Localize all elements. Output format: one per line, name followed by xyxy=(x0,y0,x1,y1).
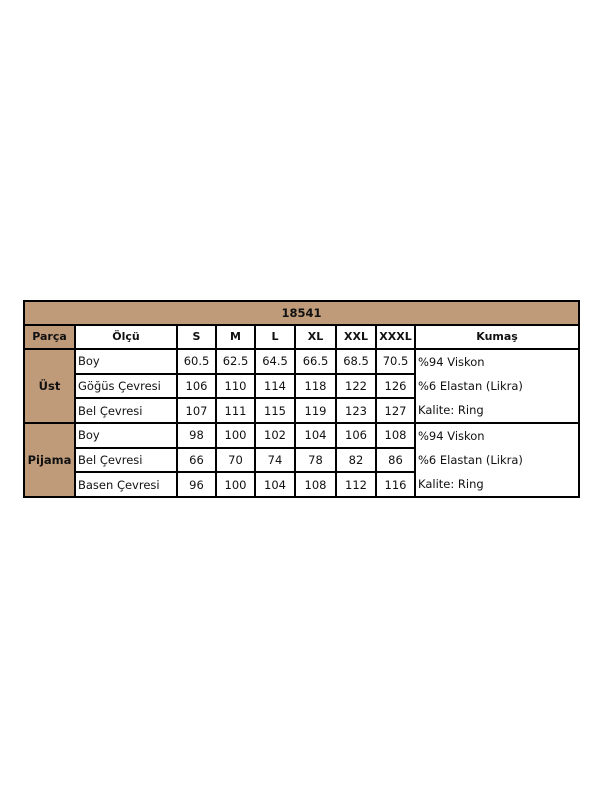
size-value: 96 xyxy=(176,471,217,498)
size-value: 66.5 xyxy=(294,348,337,375)
size-value: 104 xyxy=(294,422,337,449)
measure-label: Göğüs Çevresi xyxy=(74,372,178,400)
size-value: 112 xyxy=(335,471,377,498)
measure-label: Bel Çevresi xyxy=(74,446,178,474)
size-value: 110 xyxy=(215,372,256,400)
measure-label: Basen Çevresi xyxy=(74,471,178,498)
size-value: 126 xyxy=(375,372,416,400)
size-value: 108 xyxy=(294,471,337,498)
size-value: 106 xyxy=(335,422,377,449)
measure-label: Boy xyxy=(74,422,178,449)
size-value: 104 xyxy=(254,471,296,498)
size-value: 118 xyxy=(294,372,337,400)
size-value: 82 xyxy=(335,446,377,474)
size-value: 66 xyxy=(176,446,217,474)
header-size-xxl: XXL xyxy=(335,324,377,350)
header-part: Parça xyxy=(23,324,76,350)
fabric-cell: %94 Viskon %6 Elastan (Likra) Kalite: Ring xyxy=(413,422,581,498)
size-value: 98 xyxy=(176,422,217,449)
measure-label: Bel Çevresi xyxy=(74,397,178,424)
size-value: 107 xyxy=(176,397,217,424)
header-size-l: L xyxy=(254,324,296,350)
header-size-xxxl: XXXL xyxy=(375,324,416,350)
size-value: 64.5 xyxy=(254,348,296,375)
size-value: 108 xyxy=(375,422,416,449)
measure-label: Boy xyxy=(74,348,178,375)
fabric-line: %94 Viskon xyxy=(418,355,485,369)
part-label: Pijama xyxy=(23,422,76,498)
fabric-cell: %94 Viskon %6 Elastan (Likra) Kalite: Ring xyxy=(413,348,581,424)
size-value: 102 xyxy=(254,422,296,449)
size-value: 111 xyxy=(215,397,256,424)
header-row: Parça Ölçü S M L XL XXL XXXL Kumaş xyxy=(23,324,581,350)
table-row: Pijama Boy 98 100 102 104 106 108 %94 Viskon %6 E… xyxy=(23,422,581,498)
size-value: 123 xyxy=(335,397,377,424)
size-value: 78 xyxy=(294,446,337,474)
fabric-line: %6 Elastan (Likra) xyxy=(418,453,523,467)
table-row: Göğüs Çevresi 106 110 114 118 122 126 xyxy=(24,372,579,400)
title-row: 18541 xyxy=(22,300,581,326)
fabric-line: %6 Elastan (Likra) xyxy=(418,379,523,393)
size-value: 70 xyxy=(215,446,256,474)
header-size-s: S xyxy=(176,324,217,350)
size-value: 115 xyxy=(254,397,296,424)
size-value: 100 xyxy=(215,422,256,449)
table-row: Bel Çevresi 66 70 74 78 82 86 xyxy=(24,446,579,474)
size-value: 114 xyxy=(254,372,296,400)
size-value: 116 xyxy=(375,471,416,498)
header-size-m: M xyxy=(215,324,256,350)
size-value: 86 xyxy=(375,446,416,474)
header-measure: Ölçü xyxy=(74,324,178,350)
size-value: 62.5 xyxy=(215,348,256,375)
fabric-line: %94 Viskon xyxy=(418,429,485,443)
size-value: 100 xyxy=(215,471,256,498)
size-value: 60.5 xyxy=(176,348,217,375)
table-row: Bel Çevresi 107 111 115 119 123 127 xyxy=(24,397,579,424)
fabric-line: Kalite: Ring xyxy=(418,477,484,491)
header-size-xl: XL xyxy=(294,324,337,350)
size-chart-table: 18541 Parça Ölçü S M L XL XXL XXXL Kumaş… xyxy=(22,300,581,498)
header-fabric: Kumaş xyxy=(413,324,581,350)
table-row: Üst Boy 60.5 62.5 64.5 66.5 68.5 70.5 %94 Viskon… xyxy=(23,348,581,424)
table-row: Basen Çevresi 96 100 104 108 112 116 xyxy=(24,471,579,498)
part-label: Üst xyxy=(23,348,76,424)
size-value: 74 xyxy=(254,446,296,474)
chart-title: 18541 xyxy=(22,300,581,326)
fabric-line: Kalite: Ring xyxy=(418,403,484,417)
size-value: 119 xyxy=(294,397,337,424)
size-value: 122 xyxy=(335,372,377,400)
size-value: 106 xyxy=(176,372,217,400)
size-value: 127 xyxy=(375,397,416,424)
size-value: 68.5 xyxy=(335,348,377,375)
size-value: 70.5 xyxy=(375,348,416,375)
